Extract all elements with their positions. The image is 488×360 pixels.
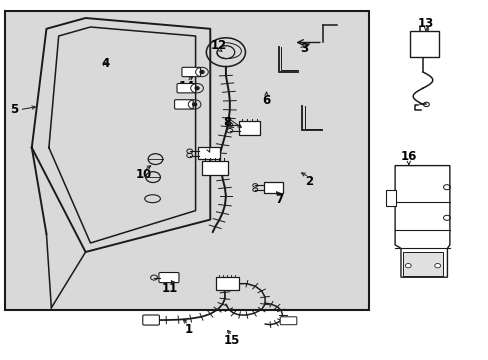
- FancyBboxPatch shape: [177, 84, 195, 93]
- FancyBboxPatch shape: [202, 161, 227, 175]
- Text: 1: 1: [184, 323, 192, 336]
- Text: 8: 8: [223, 116, 231, 129]
- FancyBboxPatch shape: [182, 67, 200, 77]
- Text: 5: 5: [11, 103, 19, 116]
- Text: 15: 15: [224, 334, 240, 347]
- Circle shape: [195, 87, 199, 90]
- FancyBboxPatch shape: [263, 182, 283, 193]
- Bar: [5, 11, 368, 310]
- FancyBboxPatch shape: [409, 31, 438, 57]
- Circle shape: [405, 264, 410, 268]
- Text: 7: 7: [275, 193, 283, 206]
- FancyBboxPatch shape: [174, 100, 193, 109]
- Text: 11: 11: [162, 282, 178, 294]
- Text: 4: 4: [101, 57, 109, 69]
- Text: 16: 16: [400, 150, 416, 163]
- Text: 10: 10: [136, 168, 152, 181]
- Text: 9: 9: [203, 147, 211, 159]
- FancyBboxPatch shape: [280, 317, 296, 325]
- Circle shape: [434, 264, 440, 268]
- Circle shape: [192, 103, 196, 106]
- Text: 14: 14: [178, 80, 195, 93]
- FancyBboxPatch shape: [159, 273, 179, 283]
- FancyBboxPatch shape: [215, 277, 238, 290]
- FancyBboxPatch shape: [198, 147, 219, 159]
- Text: 3: 3: [300, 42, 307, 55]
- Text: 2: 2: [305, 175, 312, 188]
- FancyBboxPatch shape: [402, 252, 442, 276]
- Circle shape: [200, 71, 203, 73]
- FancyBboxPatch shape: [142, 315, 159, 325]
- FancyBboxPatch shape: [239, 121, 259, 135]
- Polygon shape: [394, 166, 449, 277]
- Text: 13: 13: [417, 17, 433, 30]
- Text: 6: 6: [262, 94, 270, 107]
- Text: 12: 12: [210, 39, 227, 51]
- FancyBboxPatch shape: [385, 190, 395, 206]
